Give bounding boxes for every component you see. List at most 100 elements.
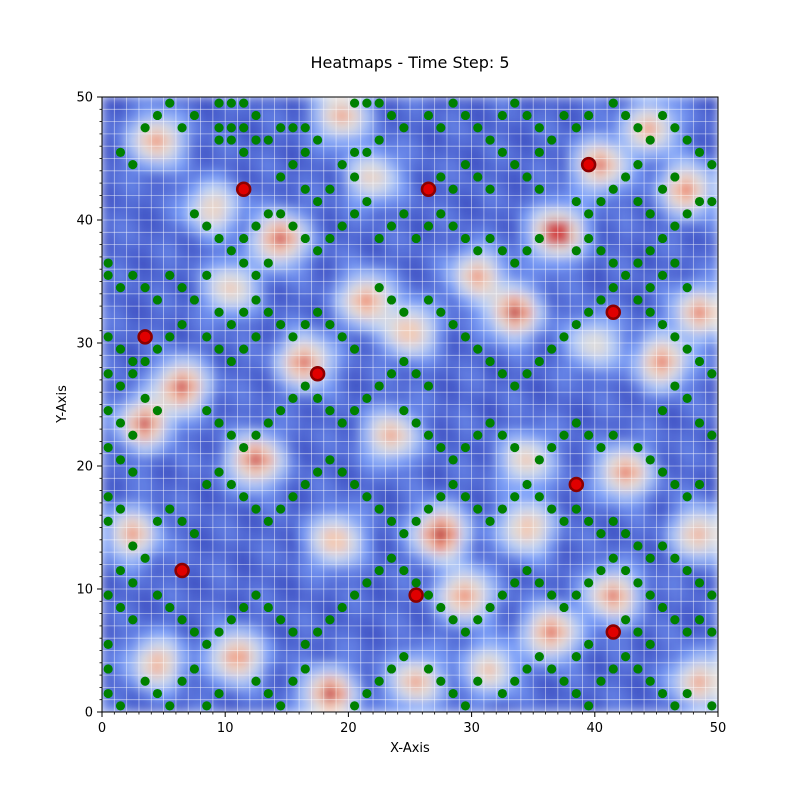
heatmap-cell: [434, 699, 448, 712]
green-point: [263, 688, 273, 699]
heatmap-cell: [446, 342, 460, 356]
heatmap-cell: [163, 317, 177, 332]
heatmap-cell: [310, 108, 325, 123]
heatmap-cell: [372, 404, 386, 418]
heatmap-cell: [508, 170, 522, 184]
heatmap-cell: [237, 514, 251, 528]
green-point: [682, 344, 692, 354]
heatmap-cell: [249, 97, 263, 110]
heatmap-cell: [532, 625, 547, 639]
heatmap-cell: [508, 453, 522, 467]
green-point: [423, 430, 434, 440]
heatmap-cell: [421, 281, 436, 295]
heatmap-cell: [323, 121, 337, 135]
heatmap-cell: [532, 674, 547, 688]
heatmap-cell: [138, 490, 152, 504]
heatmap-cell: [286, 207, 300, 221]
green-point: [645, 590, 655, 600]
heatmap-cell: [237, 281, 251, 295]
heatmap-cell: [508, 330, 522, 344]
heatmap-cell: [298, 305, 312, 319]
heatmap-cell: [545, 244, 559, 258]
heatmap-cell: [212, 391, 226, 405]
green-point: [276, 406, 286, 416]
heatmap-cell: [372, 219, 386, 233]
heatmap-cell: [446, 514, 460, 528]
heatmap-cell: [471, 588, 485, 602]
heatmap-cell: [655, 477, 670, 492]
heatmap-cell: [397, 231, 411, 246]
heatmap-cell: [520, 600, 534, 615]
heatmap-cell: [520, 305, 534, 319]
heatmap-cell: [102, 527, 115, 541]
green-point: [226, 98, 236, 108]
heatmap-cell: [102, 416, 115, 430]
heatmap-cell: [102, 625, 115, 639]
heatmap-cell: [421, 625, 436, 639]
heatmap-cell: [372, 551, 386, 565]
heatmap-cell: [495, 293, 510, 307]
green-point: [189, 627, 199, 637]
red-point: [137, 329, 153, 345]
heatmap-cell: [618, 244, 633, 258]
heatmap-cell: [545, 330, 559, 344]
heatmap-cell: [545, 650, 559, 664]
heatmap-cell: [335, 256, 349, 270]
heatmap-cell: [384, 502, 399, 516]
heatmap-cell: [212, 527, 226, 541]
heatmap-cell: [631, 453, 645, 467]
heatmap-cell: [126, 699, 140, 712]
heatmap-cell: [175, 650, 189, 664]
heatmap-cell: [224, 342, 239, 356]
heatmap-cell: [360, 527, 374, 541]
heatmap-cell: [471, 551, 485, 565]
green-point: [510, 442, 520, 453]
heatmap-cell: [618, 354, 633, 369]
green-point: [214, 135, 224, 145]
heatmap-cell: [655, 527, 670, 541]
heatmap-cell: [200, 514, 214, 528]
y-tick-label: 50: [76, 91, 93, 106]
green-point: [300, 147, 310, 157]
heatmap-cell: [237, 662, 251, 676]
heatmap-cell: [692, 305, 707, 319]
green-point: [103, 369, 113, 379]
heatmap-cell: [421, 330, 436, 344]
heatmap-cell: [520, 379, 534, 393]
heatmap-cell: [581, 97, 596, 110]
heatmap-cell: [680, 514, 694, 528]
heatmap-cell: [163, 170, 177, 184]
red-points-series: [137, 156, 622, 640]
heatmap-cell: [668, 342, 682, 356]
heatmap-cell: [372, 170, 386, 184]
heatmap-cell: [384, 440, 399, 455]
heatmap-cell: [458, 428, 473, 442]
heatmap-cell: [557, 231, 571, 246]
green-point: [152, 295, 163, 305]
heatmap-cell: [273, 662, 288, 676]
green-points-series: [103, 98, 717, 711]
heatmap-cell: [471, 268, 485, 282]
heatmap-cell: [483, 588, 497, 602]
heatmap-cell: [286, 108, 300, 123]
heatmap-cell: [495, 576, 510, 590]
heatmap-cell: [594, 207, 608, 221]
heatmap-cell: [237, 625, 251, 639]
green-point: [547, 442, 557, 453]
heatmap-cell: [618, 293, 633, 307]
heatmap-cell: [668, 354, 682, 369]
heatmap-cell: [606, 674, 620, 688]
heatmap-cell: [175, 600, 189, 615]
heatmap-cell: [471, 317, 485, 332]
heatmap-cell: [224, 465, 239, 479]
heatmap-cell: [200, 416, 214, 430]
heatmap-cell: [384, 539, 399, 553]
heatmap-cell: [545, 699, 559, 712]
heatmap-cell: [224, 268, 239, 282]
green-point: [608, 516, 618, 526]
heatmap-cell: [163, 379, 177, 393]
heatmap-cell: [434, 182, 448, 196]
heatmap-cell: [557, 453, 571, 467]
green-point: [239, 307, 249, 317]
heatmap-cell: [545, 674, 559, 688]
